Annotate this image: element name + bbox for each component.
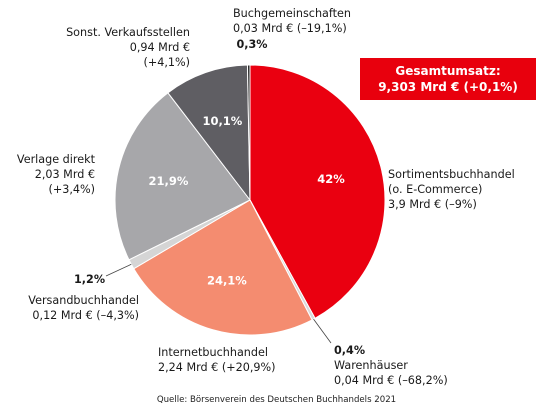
- label-detail: 2,03 Mrd €: [34, 168, 95, 181]
- label-detail: 3,9 Mrd € (–9%): [388, 198, 477, 211]
- source-note: Quelle: Börsenverein des Deutschen Buchh…: [156, 395, 397, 405]
- label-detail: 0,03 Mrd € (–19,1%): [233, 22, 347, 35]
- label-name: Buchgemeinschaften: [233, 7, 351, 20]
- pie-slice-sonstige: [167, 64, 251, 202]
- label-name: Sortimentsbuchhandel: [388, 168, 515, 181]
- label-internetbuchhandel: Internetbuchhandel 2,24 Mrd € (+20,9%): [158, 345, 276, 375]
- pie-slice-sortiment: [249, 64, 386, 319]
- label-name: Internetbuchhandel: [158, 346, 268, 359]
- slice-pct-sortiment: 42%: [317, 172, 345, 186]
- total-sales-label: Gesamtumsatz:: [395, 64, 501, 78]
- label-versandbuchhandel: Versandbuchhandel 0,12 Mrd € (–4,3%): [28, 293, 139, 323]
- label-detail: 0,94 Mrd €: [129, 41, 190, 54]
- slice-pct-buchgemeinschaften: 0,3%: [236, 38, 267, 51]
- label-sonst-verkaufsstellen: Sonst. Verkaufsstellen 0,94 Mrd € (+4,1%…: [66, 25, 190, 70]
- label-name: (o. E-Commerce): [388, 183, 483, 196]
- slice-pct-internet: 24,1%: [207, 273, 247, 287]
- slice-pct-verlage: 21,9%: [149, 174, 189, 188]
- label-detail: 0,12 Mrd € (–4,3%): [32, 309, 139, 322]
- label-detail: (+4,1%): [143, 56, 190, 69]
- pie-slice-internet: [133, 199, 313, 336]
- label-verlage-direkt: Verlage direkt 2,03 Mrd € (+3,4%): [17, 152, 95, 197]
- label-name: Warenhäuser: [334, 359, 408, 372]
- label-buchgemeinschaften: Buchgemeinschaften 0,03 Mrd € (–19,1%): [233, 6, 351, 36]
- label-detail: 0,04 Mrd € (–68,2%): [334, 374, 448, 387]
- total-sales-value: 9,303 Mrd € (+0,1%): [378, 80, 518, 94]
- label-sortimentsbuchhandel: Sortimentsbuchhandel (o. E-Commerce) 3,9…: [388, 167, 515, 212]
- label-name: Sonst. Verkaufsstellen: [66, 26, 190, 39]
- label-warenhaeuser: 0,4% Warenhäuser 0,04 Mrd € (–68,2%): [334, 343, 448, 388]
- leader-line-versand: [105, 263, 132, 277]
- label-pct: 0,4%: [334, 344, 366, 357]
- leader-line-warenhaeuser: [313, 318, 332, 344]
- label-detail: (+3,4%): [48, 183, 95, 196]
- label-name: Versandbuchhandel: [28, 294, 139, 307]
- slice-pct-sonstige: 10,1%: [202, 114, 242, 128]
- pie-slice-buchgemeinschaften: [246, 64, 251, 201]
- total-sales-box: Gesamtumsatz: 9,303 Mrd € (+0,1%): [360, 58, 536, 100]
- pie-slice-verlage: [114, 92, 251, 261]
- label-detail: 2,24 Mrd € (+20,9%): [158, 361, 276, 374]
- label-versand-pct: 1,2%: [74, 273, 106, 286]
- label-name: Verlage direkt: [16, 153, 95, 166]
